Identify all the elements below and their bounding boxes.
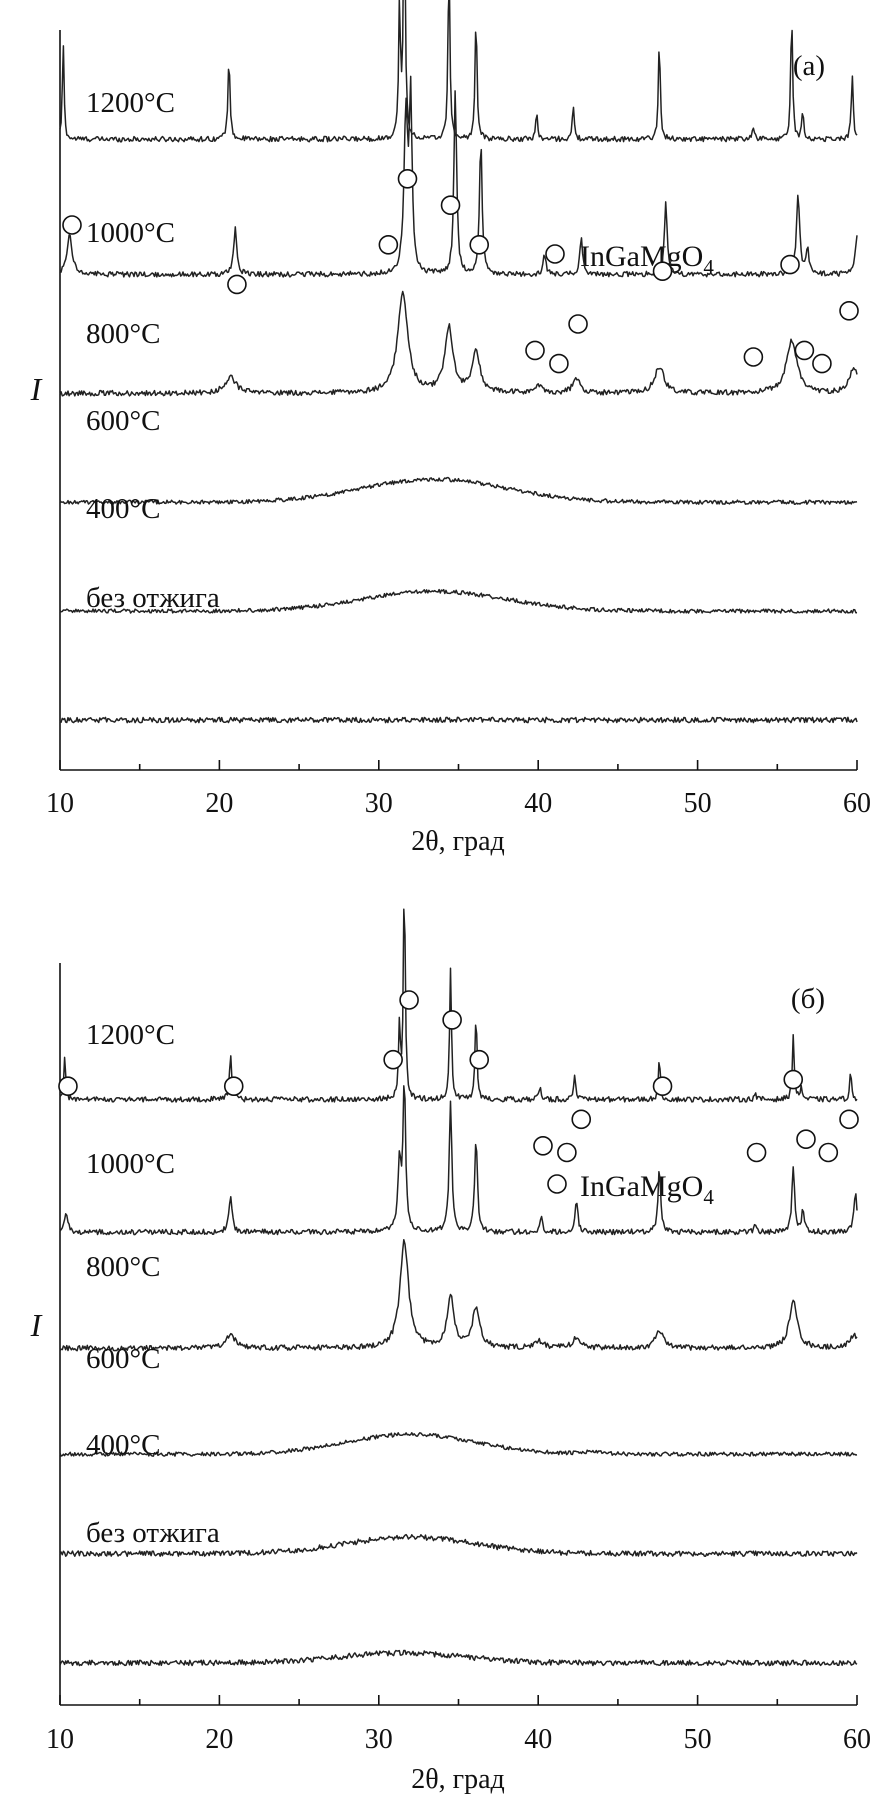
x-axis-label: 2θ, град <box>411 826 505 857</box>
x-tick-label: 20 <box>205 788 233 819</box>
phase-marker-circle-icon <box>469 1049 490 1070</box>
phase-marker-circle-icon <box>525 340 545 361</box>
x-tick-label: 40 <box>524 788 552 819</box>
legend-formula: InGaMgO <box>580 1170 703 1203</box>
series-label: 800°C <box>86 1251 160 1283</box>
series-label: 800°C <box>86 318 160 350</box>
phase-marker-circle-icon <box>780 254 800 275</box>
phase-marker-circle-icon <box>223 1076 244 1096</box>
series-line <box>59 1432 858 1457</box>
phase-marker-circle-icon <box>746 1142 767 1163</box>
x-tick-labels: 10 20 30 40 50 60 <box>46 788 871 819</box>
series-line <box>59 908 858 1103</box>
phase-marker-circle-icon <box>839 300 859 321</box>
series-label: 400°C <box>86 493 160 525</box>
series-label: 1000°C <box>86 217 175 249</box>
phase-marker-circle-icon <box>399 990 419 1010</box>
phase-marker-circle-icon <box>397 169 418 189</box>
curve-labels: 1200°C 1000°C 800°C 600°C 400°C без отжига <box>86 1019 220 1549</box>
legend-circle-icon <box>545 244 565 264</box>
series-label: 1000°C <box>86 1148 175 1180</box>
curve-labels: 1200°C 1000°C 800°C 600°C 400°C без отжига <box>86 87 220 614</box>
x-tick-label: 30 <box>365 1724 393 1755</box>
phase-marker-circle-icon <box>378 235 399 255</box>
series-line <box>59 75 858 278</box>
legend: InGaMgO4 <box>547 1170 714 1209</box>
x-tick-label: 60 <box>843 1724 871 1755</box>
phase-marker-circle-icon <box>533 1136 553 1156</box>
series-label: без отжига <box>86 1517 220 1549</box>
phase-marker-circle-icon <box>794 340 815 361</box>
phase-marker-circle-icon <box>469 235 490 255</box>
phase-marker-circle-icon <box>58 1076 78 1096</box>
phase-marker-circle-icon <box>557 1142 577 1163</box>
circle-markers <box>58 990 859 1163</box>
legend: InGaMgO4 <box>545 240 714 279</box>
series-label: 400°C <box>86 1429 160 1461</box>
x-ticks <box>59 760 858 770</box>
phase-marker-circle-icon <box>571 1109 592 1130</box>
x-tick-label: 50 <box>684 1724 712 1755</box>
panel-a: 10 20 30 40 50 60 2θ, град I (a) InGaMgO4 120… <box>30 0 871 857</box>
x-axis-label: 2θ, град <box>411 1764 505 1795</box>
legend-label: InGaMgO4 <box>580 240 714 279</box>
legend-subscript: 4 <box>703 1185 714 1209</box>
x-tick-label: 60 <box>843 788 871 819</box>
series-line <box>59 290 858 397</box>
phase-marker-circle-icon <box>796 1129 816 1150</box>
phase-marker-circle-icon <box>62 215 82 235</box>
phase-marker-circle-icon <box>568 314 588 334</box>
x-tick-label: 50 <box>684 788 712 819</box>
phase-marker-circle-icon <box>652 261 673 282</box>
x-tick-labels: 10 20 30 40 50 60 <box>46 1724 871 1755</box>
series-line <box>59 476 858 505</box>
series-line <box>59 716 858 724</box>
legend-subscript: 4 <box>703 255 714 279</box>
phase-marker-circle-icon <box>442 1010 462 1030</box>
x-ticks <box>59 1695 858 1705</box>
series-line <box>59 588 858 614</box>
phase-marker-circle-icon <box>652 1076 673 1096</box>
x-tick-label: 30 <box>365 788 393 819</box>
circle-markers <box>62 169 859 374</box>
series-line <box>59 1238 858 1352</box>
series-label: 1200°C <box>86 1019 175 1051</box>
phase-marker-circle-icon <box>818 1142 839 1163</box>
phase-marker-circle-icon <box>783 1069 804 1090</box>
phase-marker-circle-icon <box>440 195 461 215</box>
panel-b: 10 20 30 40 50 60 2θ, град I (б) InGaMgO4 120… <box>30 908 871 1795</box>
series-line <box>59 1533 858 1558</box>
series-label: 1200°C <box>86 87 175 119</box>
panel-label: (a) <box>793 50 825 82</box>
curves <box>59 0 858 724</box>
y-axis-label: I <box>30 1307 43 1343</box>
series-line <box>59 0 858 143</box>
series-line <box>59 1649 858 1667</box>
x-tick-label: 10 <box>46 788 74 819</box>
panel-label: (б) <box>791 983 825 1015</box>
legend-formula: InGaMgO <box>580 240 703 273</box>
x-tick-label: 20 <box>205 1724 233 1755</box>
series-label: 600°C <box>86 405 160 437</box>
phase-marker-circle-icon <box>839 1109 859 1130</box>
y-axis-label: I <box>30 371 43 407</box>
phase-marker-circle-icon <box>743 347 764 367</box>
phase-marker-circle-icon <box>383 1049 403 1070</box>
series-label: 600°C <box>86 1343 160 1375</box>
phase-marker-circle-icon <box>812 353 832 374</box>
x-tick-label: 10 <box>46 1724 74 1755</box>
legend-label: InGaMgO4 <box>580 1170 714 1209</box>
phase-marker-circle-icon <box>227 274 247 295</box>
curves <box>59 908 858 1667</box>
phase-marker-circle-icon <box>549 353 569 374</box>
x-tick-label: 40 <box>524 1724 552 1755</box>
legend-circle-icon <box>547 1174 567 1194</box>
series-label: без отжига <box>86 582 220 614</box>
series-line <box>59 1085 858 1236</box>
